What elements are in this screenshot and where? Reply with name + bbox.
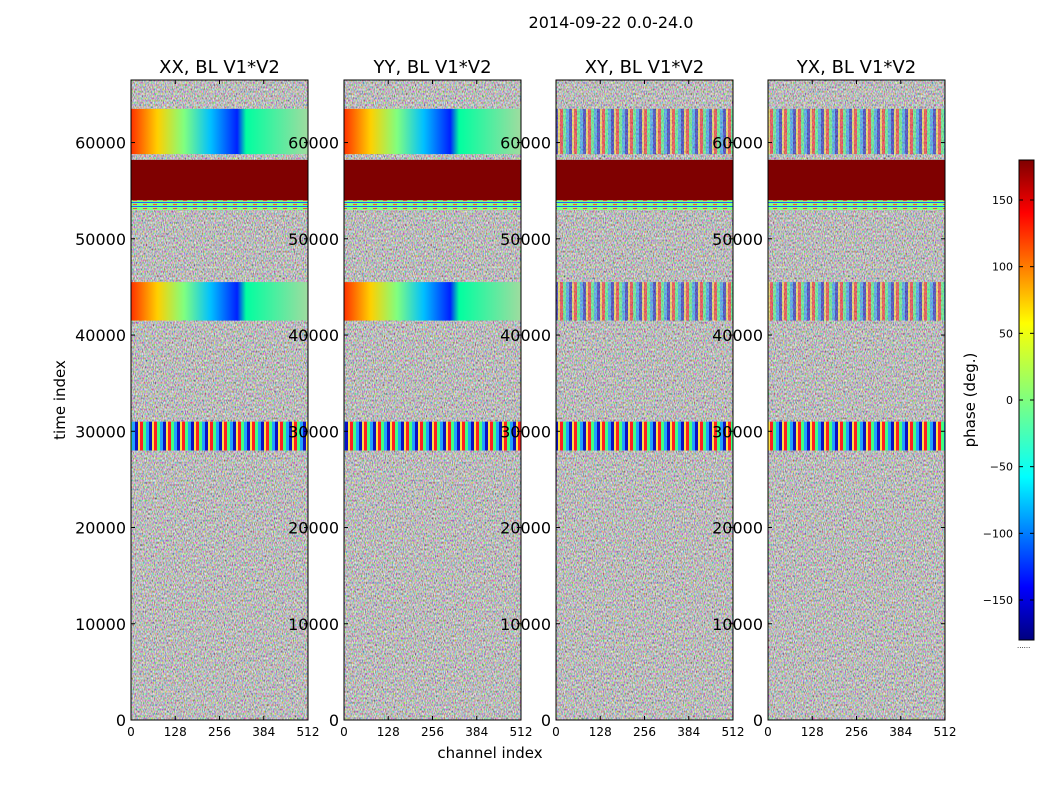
heatmap-gradient-band xyxy=(344,282,521,321)
y-tick-label: 60000 xyxy=(75,134,126,153)
heatmap-fringe-band xyxy=(344,421,521,451)
colorbar-offset-text: ...... xyxy=(1017,642,1030,650)
panel-title: YX, BL V1*V2 xyxy=(796,57,916,78)
heatmap-fringe-band xyxy=(768,421,945,451)
y-tick-label: 50000 xyxy=(75,230,126,249)
x-tick-label: 256 xyxy=(845,725,868,739)
x-tick-label: 256 xyxy=(421,725,444,739)
colorbar-tick-label: 150 xyxy=(992,194,1013,207)
y-tick-label: 30000 xyxy=(75,422,126,441)
colorbar-label: phase (deg.) xyxy=(961,353,979,448)
y-tick-label: 40000 xyxy=(288,326,339,345)
y-tick-label: 0 xyxy=(541,711,551,730)
x-tick-label: 384 xyxy=(465,725,488,739)
y-tick-label: 20000 xyxy=(500,519,551,538)
y-tick-label: 10000 xyxy=(500,615,551,634)
panel-title: YY, BL V1*V2 xyxy=(372,57,491,78)
colorbar: −150 −100 −50 0 50 100 150 phase (deg.) ...... xyxy=(961,159,1035,650)
y-tick-label: 60000 xyxy=(500,134,551,153)
y-tick-label: 60000 xyxy=(288,134,339,153)
panel-xx: XX, BL V1*V2 0 128 256 384 512 0 10000 20000 3000… xyxy=(75,57,319,739)
x-tick-label: 512 xyxy=(297,725,320,739)
heatmap-saturated-band xyxy=(131,159,308,201)
colorbar-tick-label: −100 xyxy=(983,527,1013,540)
x-tick-label: 384 xyxy=(252,725,275,739)
x-tick-label: 512 xyxy=(934,725,957,739)
y-tick-label: 20000 xyxy=(75,519,126,538)
x-tick-label: 384 xyxy=(889,725,912,739)
colorbar-ticks: −150 −100 −50 0 50 100 150 xyxy=(983,194,1034,607)
heatmap-flagged-stripe xyxy=(556,200,733,210)
colorbar-tick-label: 50 xyxy=(999,327,1013,340)
x-tick-label: 128 xyxy=(589,725,612,739)
y-tick-label: 0 xyxy=(329,711,339,730)
x-tick-label: 128 xyxy=(377,725,400,739)
heatmap-flagged-stripe xyxy=(131,200,308,210)
heatmap-saturated-band xyxy=(344,159,521,201)
panel-title: XX, BL V1*V2 xyxy=(159,57,280,78)
panel-title: XY, BL V1*V2 xyxy=(585,57,704,78)
x-tick-label: 128 xyxy=(164,725,187,739)
colorbar-tick-label: 0 xyxy=(1006,394,1013,407)
heatmap-flagged-stripe xyxy=(768,200,945,210)
y-tick-label: 20000 xyxy=(712,519,763,538)
heatmap-gradient-band xyxy=(556,282,733,321)
x-tick-label: 384 xyxy=(677,725,700,739)
x-tick-label: 512 xyxy=(510,725,533,739)
heatmap-fringe-band xyxy=(556,421,733,451)
heatmap-fringe-band xyxy=(131,421,308,451)
y-tick-label: 30000 xyxy=(500,422,551,441)
y-tick-label: 20000 xyxy=(288,519,339,538)
y-axis-label: time index xyxy=(51,360,69,440)
heatmap-gradient-band xyxy=(131,282,308,321)
y-tick-label: 40000 xyxy=(75,326,126,345)
y-tick-label: 60000 xyxy=(712,134,763,153)
y-tick-label: 0 xyxy=(753,711,763,730)
x-tick-label: 256 xyxy=(633,725,656,739)
x-tick-label: 512 xyxy=(722,725,745,739)
y-tick-label: 50000 xyxy=(500,230,551,249)
y-tick-label: 40000 xyxy=(500,326,551,345)
y-tick-label: 0 xyxy=(116,711,126,730)
y-tick-label: 10000 xyxy=(712,615,763,634)
x-tick-label: 0 xyxy=(764,725,772,739)
figure-title: 2014-09-22 0.0-24.0 xyxy=(529,13,694,32)
heatmap-flagged-stripe xyxy=(344,200,521,210)
heatmap-gradient-band xyxy=(768,108,945,155)
x-tick-label: 0 xyxy=(340,725,348,739)
heatmap-gradient-band xyxy=(768,282,945,321)
x-tick-label: 0 xyxy=(127,725,135,739)
colorbar-tick-label: −50 xyxy=(990,461,1013,474)
heatmap-saturated-band xyxy=(556,159,733,201)
colorbar-tick-label: 100 xyxy=(992,261,1013,274)
heatmap-saturated-band xyxy=(768,159,945,201)
y-tick-label: 30000 xyxy=(712,422,763,441)
y-tick-label: 30000 xyxy=(288,422,339,441)
x-tick-label: 0 xyxy=(552,725,560,739)
panel-xy: XY, BL V1*V2 0 128 256 384 512 0 10000 20000 3000… xyxy=(500,57,744,739)
x-axis-label: channel index xyxy=(437,744,542,762)
panels: XX, BL V1*V2 0 128 256 384 512 0 10000 20000 3000… xyxy=(75,57,956,739)
y-tick-label: 10000 xyxy=(288,615,339,634)
colorbar-tick-label: −150 xyxy=(983,594,1013,607)
heatmap-gradient-band xyxy=(344,108,521,155)
heatmap-gradient-band xyxy=(556,108,733,155)
y-tick-label: 10000 xyxy=(75,615,126,634)
x-tick-label: 128 xyxy=(801,725,824,739)
x-tick-label: 256 xyxy=(208,725,231,739)
y-tick-label: 40000 xyxy=(712,326,763,345)
panel-yy: YY, BL V1*V2 0 128 256 384 512 0 10000 20000 3000… xyxy=(288,57,532,739)
heatmap-gradient-band xyxy=(131,108,308,155)
panel-yx: YX, BL V1*V2 0 128 256 384 512 0 10000 20000 3000… xyxy=(712,57,956,739)
y-tick-label: 50000 xyxy=(288,230,339,249)
y-tick-label: 50000 xyxy=(712,230,763,249)
